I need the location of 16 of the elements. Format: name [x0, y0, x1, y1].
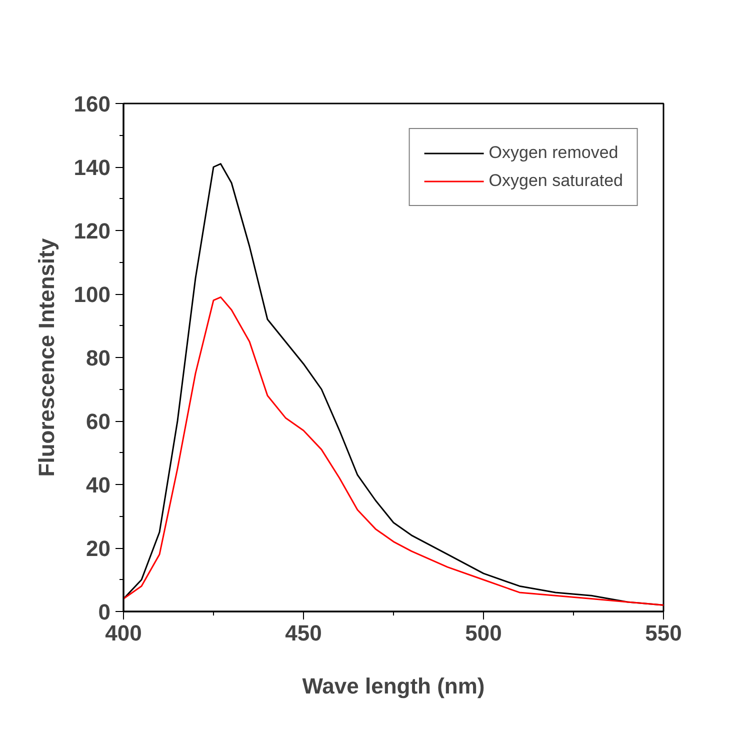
- legend-label: Oxygen removed: [488, 143, 618, 163]
- legend-label: Oxygen saturated: [488, 171, 623, 191]
- y-tick-label: 140: [74, 155, 111, 180]
- y-tick-label: 40: [86, 472, 111, 498]
- x-tick-label: 550: [645, 620, 682, 646]
- y-tick-label: 100: [74, 282, 111, 307]
- y-tick-label: 160: [74, 92, 111, 116]
- y-tick-label: 20: [86, 536, 111, 561]
- y-tick-label: 120: [74, 218, 111, 244]
- y-tick-label: 80: [86, 346, 111, 370]
- y-tick-label: 60: [86, 409, 111, 434]
- line-series: [124, 296, 664, 606]
- x-tick-label: 450: [285, 620, 322, 646]
- x-axis-title: Wave length (nm): [302, 674, 485, 698]
- x-tick-label: 500: [465, 620, 502, 646]
- y-axis-title: Fluorescence Intensity: [34, 238, 59, 477]
